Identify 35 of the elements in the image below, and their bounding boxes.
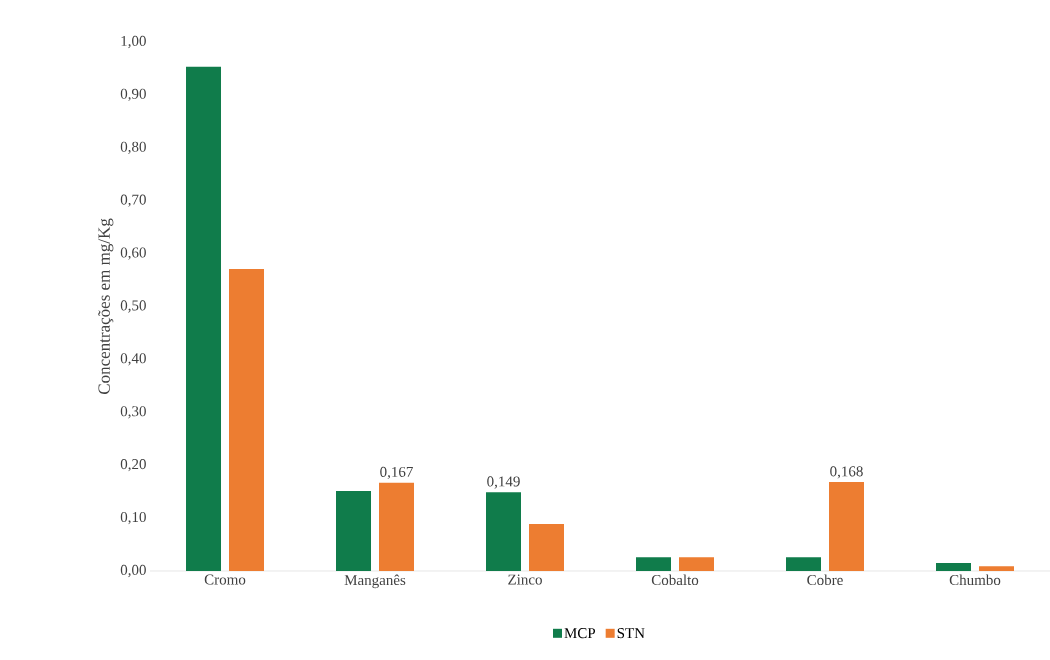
y-axis-title: Concentrações em mg/Kg [98, 218, 114, 395]
legend-label: STN [617, 628, 645, 639]
y-tick-label: 0,00 [120, 564, 146, 578]
y-tick-label: 1,00 [121, 35, 146, 49]
bar [636, 557, 671, 571]
x-tick-label: Cobalto [651, 574, 699, 586]
bar [679, 557, 714, 571]
y-tick-label: 0,50 [120, 300, 146, 313]
x-tick-label: Manganês [344, 574, 406, 589]
y-tick-label: 0,70 [120, 194, 146, 207]
y-tick-label: 0,30 [120, 406, 146, 419]
bar [486, 492, 521, 571]
bar [936, 563, 971, 571]
y-tick-label: 0,90 [120, 88, 146, 102]
bar [829, 482, 864, 571]
legend-label: MCP [564, 628, 596, 639]
bar [786, 557, 821, 571]
x-tick-label: Zinco [508, 574, 542, 585]
y-tick-label: 0,10 [120, 511, 146, 525]
y-tick-label: 0,20 [120, 459, 146, 472]
y-tick-label: 0,60 [120, 247, 146, 260]
bar [186, 66, 222, 571]
y-tick-label: 0,40 [120, 353, 146, 366]
x-tick-label: Cromo [204, 574, 246, 585]
data-label: 0,149 [487, 476, 520, 489]
y-tick-label: 0,80 [120, 141, 146, 154]
x-tick-label: Cobre [807, 574, 843, 586]
x-tick-label: Chumbo [949, 574, 1001, 586]
data-label: 0,167 [380, 466, 413, 480]
bar [979, 566, 1014, 571]
bar [229, 268, 265, 571]
bar [379, 482, 414, 571]
data-label: 0,168 [830, 466, 863, 479]
bar [336, 491, 371, 571]
bar [529, 523, 564, 571]
